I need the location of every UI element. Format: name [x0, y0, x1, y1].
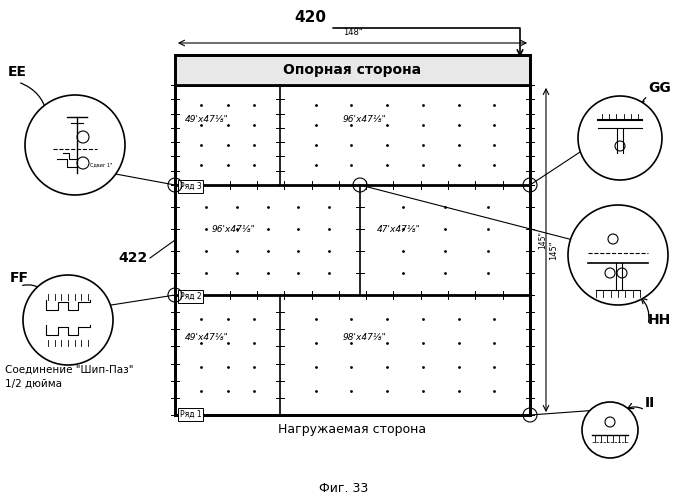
Text: Ряд 1: Ряд 1 [180, 410, 202, 419]
Text: Фиг. 33: Фиг. 33 [319, 482, 369, 494]
Text: HH: HH [648, 313, 671, 327]
Text: 145": 145" [538, 231, 547, 249]
Text: 98'x47⅛": 98'x47⅛" [343, 332, 386, 342]
Text: EE: EE [8, 65, 27, 79]
Bar [175, 55, 530, 85]
Text: Ряд 2: Ряд 2 [180, 292, 202, 301]
Circle shape [582, 402, 638, 458]
Text: 148": 148" [343, 28, 363, 37]
Bar [175, 55, 530, 415]
Text: 420: 420 [294, 10, 326, 26]
Circle shape [568, 205, 668, 305]
Text: 49'x47⅛": 49'x47⅛" [185, 116, 228, 124]
Bar [175, 85, 530, 415]
Text: 422: 422 [119, 251, 148, 265]
Circle shape [578, 96, 662, 180]
Text: 96'x47⅛": 96'x47⅛" [343, 116, 386, 124]
Text: Нагружаемая сторона: Нагружаемая сторона [279, 422, 427, 436]
Text: II: II [645, 396, 655, 410]
Text: 145": 145" [549, 240, 558, 260]
Circle shape [25, 95, 125, 195]
Text: Опорная сторона: Опорная сторона [283, 63, 422, 77]
Circle shape [23, 275, 113, 365]
Text: FF: FF [10, 271, 29, 285]
Text: 49'x47⅛": 49'x47⅛" [185, 332, 228, 342]
Text: Ряд 3: Ряд 3 [180, 182, 202, 191]
Text: Сдвиг 1": Сдвиг 1" [90, 162, 112, 168]
Text: 47'x47⅛": 47'x47⅛" [377, 224, 421, 234]
Text: GG: GG [648, 81, 671, 95]
Text: 96'x47⅛": 96'x47⅛" [212, 224, 256, 234]
Text: Соединение "Шип-Паз"
1/2 дюйма: Соединение "Шип-Паз" 1/2 дюйма [5, 365, 133, 388]
